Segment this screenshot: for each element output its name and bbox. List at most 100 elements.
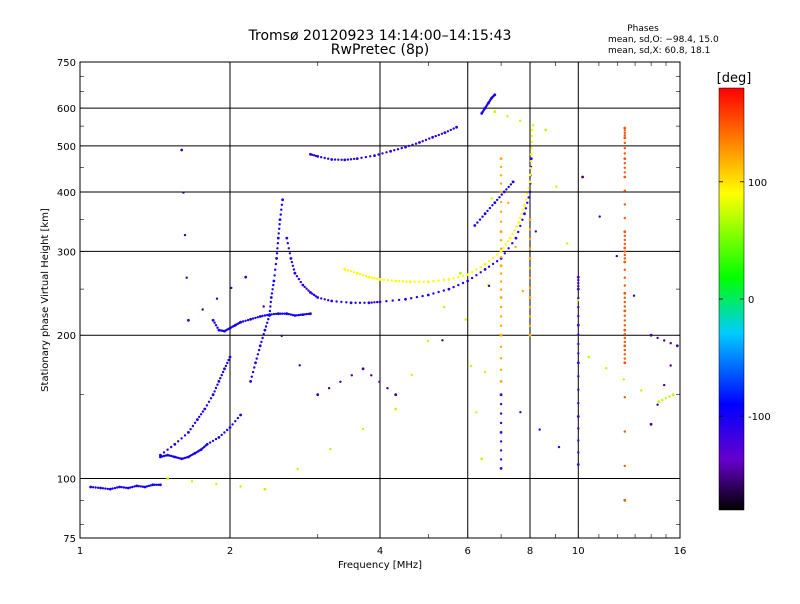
data-point [408,280,412,284]
data-point [623,284,626,287]
data-point [623,324,626,327]
y-tick-label: 100 [57,475,76,486]
data-point [623,203,626,206]
data-point [519,224,522,228]
data-point [94,486,97,489]
data-point [623,126,627,130]
data-point [361,427,365,431]
data-point [576,323,580,327]
data-point [381,152,384,155]
data-point [391,299,394,302]
data-point [623,238,626,242]
data-point [491,262,495,266]
data-point [271,288,274,291]
data-point [278,227,281,230]
data-point [166,477,170,480]
data-point [183,434,187,437]
data-point [452,127,455,130]
colorbar [718,87,745,511]
data-point [519,217,522,220]
data-point [499,247,503,250]
data-point [270,292,274,295]
data-point [122,486,126,489]
data-point [168,454,171,457]
data-point [191,424,195,428]
data-point [577,342,580,346]
data-point [415,295,419,299]
data-point [276,247,279,250]
colorbar-label: [deg] [717,71,752,86]
data-point [162,451,166,454]
stats-line-o: mean, sd,O: −98.4, 15.0 [608,35,719,45]
data-point [369,155,372,158]
data-point [623,314,626,317]
data-point [437,279,440,282]
data-point [499,174,503,177]
data-point [173,442,177,446]
data-point [118,485,121,489]
data-point [623,257,626,260]
data-point [577,305,580,309]
colorbar-tick-label: 0 [748,295,754,306]
data-point [528,218,532,222]
data-point [262,332,265,336]
data-point [487,265,491,268]
data-point [486,209,489,213]
data-point [623,291,627,295]
data-point [199,413,203,416]
data-point [363,301,366,304]
data-point [446,130,450,133]
data-point [390,279,393,282]
data-point [663,339,666,342]
data-point [216,326,219,329]
data-point [566,242,569,245]
data-point [581,175,584,179]
data-point [491,204,494,207]
data-point [256,353,260,356]
data-point [514,236,518,240]
data-point [511,242,514,245]
data-point [623,344,627,348]
data-point [254,316,257,320]
data-point [443,305,446,309]
data-point [432,280,435,283]
data-point [378,300,382,304]
data-point [396,148,400,151]
data-point [528,180,532,184]
data-point [378,278,382,281]
data-point [299,280,302,284]
data-point [370,374,373,377]
data-point [345,301,348,304]
data-point [361,367,365,371]
data-point [487,284,491,288]
data-point [513,229,516,232]
data-point [411,143,414,146]
stats-title: Phases [627,24,659,34]
data-point [139,485,143,488]
data-point [480,457,484,461]
y-tick-label: 600 [57,104,76,115]
data-point [499,333,503,337]
data-point [276,236,280,240]
data-point [499,402,503,406]
data-point [301,283,305,287]
data-point [405,280,408,283]
data-point [499,421,503,425]
data-point [499,380,503,383]
data-point [459,271,462,275]
data-point [493,93,497,97]
data-point [623,152,626,155]
data-point [499,412,503,415]
data-point [244,319,247,322]
data-point [623,430,626,433]
data-point [491,256,495,259]
data-point [157,483,160,486]
data-point [622,378,625,381]
data-point [404,145,407,149]
data-point [499,440,503,443]
data-point [251,370,255,374]
data-point [162,454,166,458]
data-point [523,203,526,207]
data-point [346,158,350,161]
